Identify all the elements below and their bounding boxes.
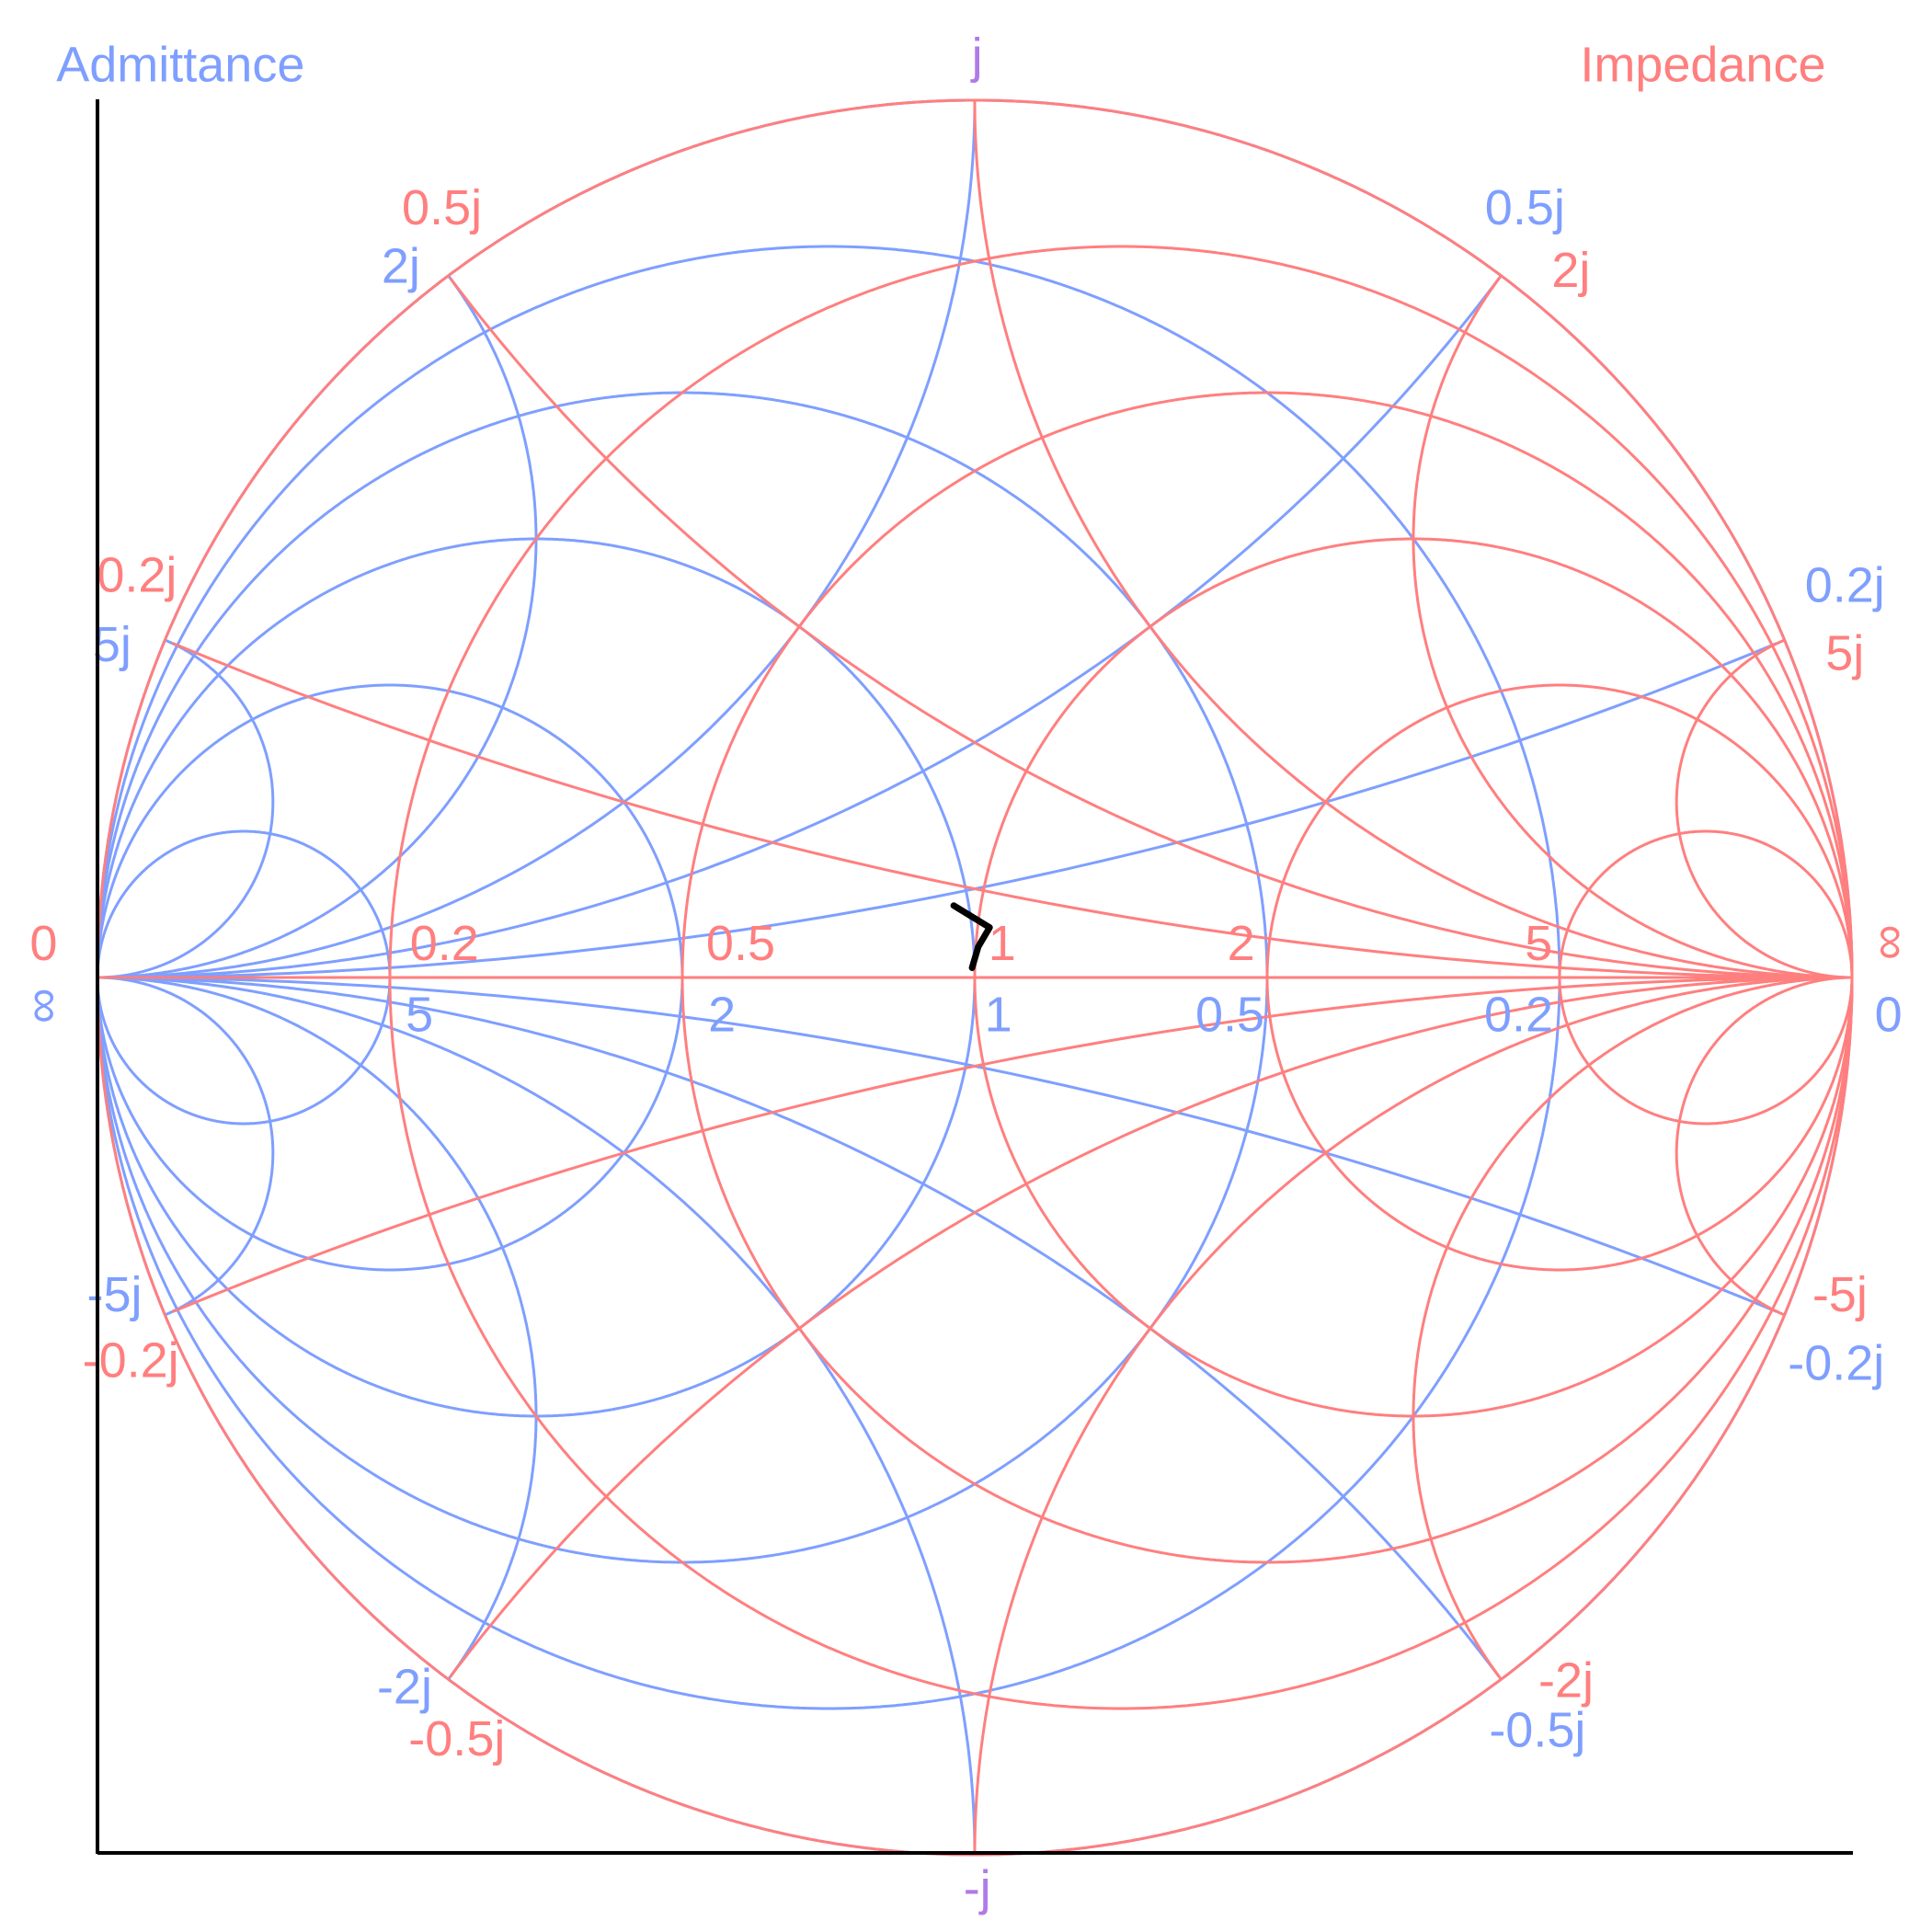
impedance-reactance-arc-1 bbox=[973, 98, 1854, 979]
admittance-rim-label: -0.2j bbox=[1788, 1335, 1884, 1390]
impedance-rim-label: 0.5j bbox=[402, 180, 482, 235]
admittance-reactance-arc--2 bbox=[96, 976, 538, 1680]
impedance-axis-label: 0.5 bbox=[706, 916, 775, 971]
impedance-reactance-arc-2 bbox=[1412, 275, 1854, 979]
impedance-axis-label: 1 bbox=[989, 916, 1016, 971]
admittance-reactance-arc--5 bbox=[96, 976, 275, 1317]
admittance-axis-label: 5 bbox=[406, 987, 433, 1042]
impedance-axis-label: 2 bbox=[1228, 916, 1255, 971]
admittance-axis-label: 0.2 bbox=[1484, 987, 1553, 1042]
top-j-label: j bbox=[970, 29, 983, 84]
admittance-reactance-arc--1 bbox=[96, 976, 977, 1857]
impedance-reactance-arc-0.5 bbox=[449, 277, 1854, 979]
admittance-title: Admittance bbox=[56, 37, 304, 92]
impedance-title: Impedance bbox=[1580, 37, 1825, 92]
impedance-reactance-arc--5 bbox=[1675, 976, 1854, 1317]
impedance-rim-label: 2j bbox=[1551, 243, 1590, 298]
admittance-infinity-label: ∞ bbox=[18, 989, 74, 1024]
impedance-infinity-label: ∞ bbox=[1865, 925, 1920, 961]
admittance-reactance-arc--0.5 bbox=[96, 976, 1501, 1678]
admittance-axis-label: 2 bbox=[708, 987, 736, 1042]
admittance-zero-label: 0 bbox=[1875, 987, 1903, 1042]
admittance-reactance-arc--0.2 bbox=[96, 976, 1778, 1313]
impedance-rim-label: -0.5j bbox=[408, 1711, 505, 1766]
impedance-reactance-arc--2 bbox=[1412, 976, 1854, 1680]
impedance-zero-label: 0 bbox=[29, 916, 57, 971]
impedance-reactance-arc-0.2 bbox=[172, 642, 1854, 979]
admittance-rim-label: 0.2j bbox=[1805, 557, 1885, 612]
admittance-rim-label: -0.5j bbox=[1489, 1703, 1585, 1758]
admittance-rim-label: 2j bbox=[382, 239, 420, 294]
bottom-minus-j-label: -j bbox=[964, 1861, 991, 1916]
trace-line bbox=[950, 902, 993, 971]
admittance-rim-label: -2j bbox=[377, 1659, 432, 1714]
impedance-reactance-arc-5 bbox=[1675, 638, 1854, 979]
impedance-rim-label: -2j bbox=[1538, 1653, 1594, 1709]
admittance-reactance-arc-5 bbox=[96, 638, 275, 979]
admittance-reactance-arc-0.2 bbox=[96, 642, 1778, 979]
impedance-axis-label: 5 bbox=[1525, 916, 1552, 971]
admittance-rim-label: -5j bbox=[87, 1267, 143, 1322]
impedance-rim-label: 0.2j bbox=[97, 547, 177, 602]
admittance-axis-label: 0.5 bbox=[1195, 987, 1264, 1042]
impedance-rim-label: -5j bbox=[1812, 1267, 1868, 1322]
impedance-axis-label: 0.2 bbox=[410, 916, 479, 971]
admittance-reactance-arc-1 bbox=[96, 98, 977, 979]
impedance-reactance-arc--1 bbox=[973, 976, 1854, 1857]
admittance-reactance-arc-2 bbox=[96, 275, 538, 979]
impedance-rim-label: 5j bbox=[1825, 626, 1864, 681]
admittance-axis-label: 1 bbox=[985, 987, 1012, 1042]
admittance-rim-label: 0.5j bbox=[1485, 180, 1565, 235]
impedance-reactance-arc--0.5 bbox=[449, 976, 1854, 1678]
admittance-reactance-arc-0.5 bbox=[96, 277, 1501, 979]
impedance-reactance-arc--0.2 bbox=[172, 976, 1854, 1313]
